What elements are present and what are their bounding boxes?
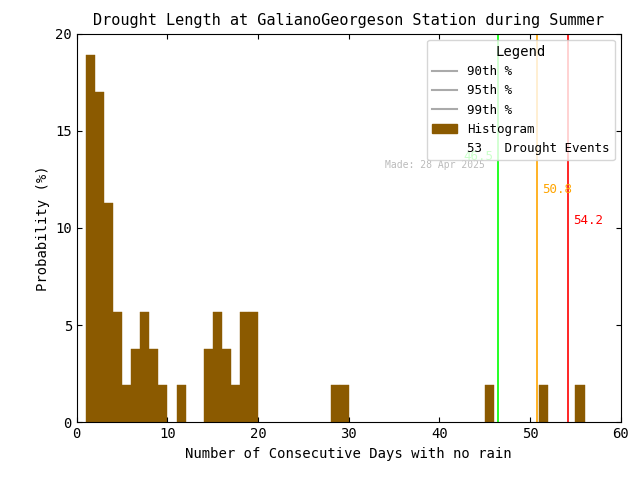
Bar [177, 385, 186, 422]
Text: 46.5: 46.5 [464, 150, 494, 163]
Text: Made: 28 Apr 2025: Made: 28 Apr 2025 [385, 160, 485, 170]
Bar [231, 385, 240, 422]
Bar [331, 385, 340, 422]
Bar [204, 348, 212, 422]
Bar [140, 312, 149, 422]
Title: Drought Length at GalianoGeorgeson Station during Summer: Drought Length at GalianoGeorgeson Stati… [93, 13, 604, 28]
Bar [222, 348, 231, 422]
Bar [240, 312, 249, 422]
Legend: 90th %, 95th %, 99th %, Histogram, 53   Drought Events: 90th %, 95th %, 99th %, Histogram, 53 Dr… [427, 40, 614, 160]
Bar [158, 385, 168, 422]
Bar [122, 385, 131, 422]
Bar [485, 385, 494, 422]
Bar [575, 385, 584, 422]
Bar [149, 348, 158, 422]
Bar [249, 312, 258, 422]
Bar [86, 55, 95, 422]
Bar [113, 312, 122, 422]
Y-axis label: Probability (%): Probability (%) [36, 165, 50, 291]
X-axis label: Number of Consecutive Days with no rain: Number of Consecutive Days with no rain [186, 447, 512, 461]
Bar [131, 348, 140, 422]
Text: 54.2: 54.2 [573, 215, 603, 228]
Bar [340, 385, 349, 422]
Bar [539, 385, 548, 422]
Text: 50.8: 50.8 [542, 183, 572, 196]
Bar [104, 203, 113, 422]
Bar [212, 312, 222, 422]
Bar [95, 92, 104, 422]
